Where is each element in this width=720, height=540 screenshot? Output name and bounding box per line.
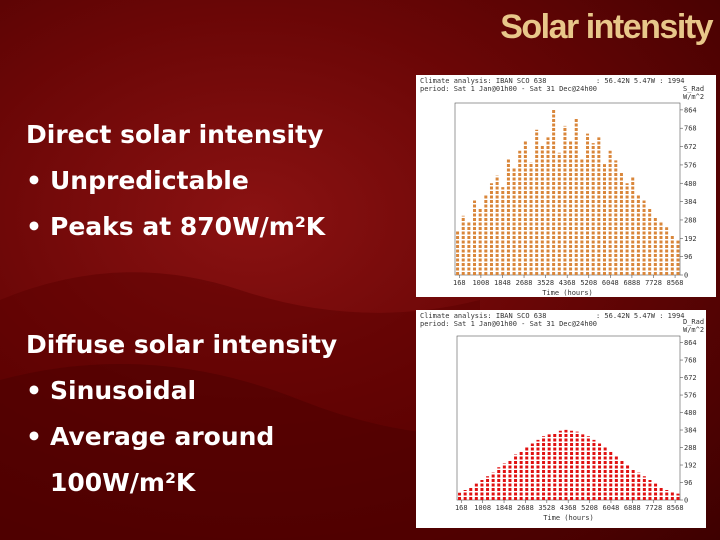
- x-axis-label: Time (hours): [543, 514, 594, 522]
- x-tick-label: 8568: [667, 279, 684, 287]
- y-tick-label: 384: [684, 198, 697, 206]
- chart-header: Climate analysis: IBAN SCO 638: [420, 77, 546, 85]
- x-tick-label: 1848: [494, 279, 511, 287]
- y-tick-label: 384: [684, 427, 697, 435]
- y-tick-label: 672: [684, 143, 697, 151]
- chart-header: : 56.42N 5.47W : 1994: [596, 77, 685, 85]
- plot-frame: [456, 335, 681, 501]
- chart-header: period: Sat 1 Jan@01h00 - Sat 31 Dec@24h…: [420, 320, 597, 328]
- text-group: Direct solar intensity Unpredictable Pea…: [26, 112, 340, 250]
- y-tick-label: 96: [684, 253, 692, 261]
- x-tick-label: 7728: [645, 279, 662, 287]
- heading: Diffuse solar intensity: [26, 330, 338, 359]
- x-tick-label: 1008: [472, 279, 489, 287]
- x-tick-label: 5208: [580, 279, 597, 287]
- chart-header: Climate analysis: IBAN SCO 638: [420, 312, 546, 320]
- y-axis-label: D_Rad: [683, 318, 704, 326]
- x-tick-label: 3528: [537, 279, 554, 287]
- bullet: Sinusoidal: [26, 368, 340, 414]
- x-axis-label: Time (hours): [542, 289, 593, 297]
- x-tick-label: 168: [453, 279, 466, 287]
- y-tick-label: 672: [684, 374, 697, 382]
- heading: Direct solar intensity: [26, 120, 324, 149]
- chart-background: [416, 310, 706, 528]
- y-tick-label: 864: [684, 106, 697, 114]
- x-tick-label: 4368: [560, 504, 577, 512]
- x-tick-label: 5208: [581, 504, 598, 512]
- x-tick-label: 7728: [645, 504, 662, 512]
- x-tick-label: 6888: [624, 504, 641, 512]
- x-tick-label: 1008: [474, 504, 491, 512]
- x-tick-label: 2688: [517, 504, 534, 512]
- y-tick-label: 96: [684, 479, 692, 487]
- y-tick-label: 192: [684, 462, 697, 470]
- y-tick-label: 0: [684, 272, 688, 280]
- y-axis-label: W/m^2: [683, 93, 704, 101]
- x-tick-label: 6888: [623, 279, 640, 287]
- y-tick-label: 192: [684, 235, 697, 243]
- text-group: Diffuse solar intensity Sinusoidal Avera…: [26, 322, 340, 506]
- bullet: Unpredictable: [26, 158, 340, 204]
- x-tick-label: 168: [455, 504, 468, 512]
- y-tick-label: 768: [684, 357, 697, 365]
- y-tick-label: 768: [684, 125, 697, 133]
- plot-frame: [454, 102, 681, 276]
- y-tick-label: 480: [684, 409, 697, 417]
- bullet: Average around 100W/m²K: [26, 414, 340, 506]
- x-tick-label: 8568: [667, 504, 684, 512]
- x-tick-label: 6048: [602, 279, 619, 287]
- y-tick-label: 0: [684, 497, 688, 505]
- y-tick-label: 576: [684, 392, 697, 400]
- x-tick-label: 1848: [496, 504, 513, 512]
- slide-title: Solar intensity: [500, 8, 713, 46]
- x-tick-label: 2688: [516, 279, 533, 287]
- chart-header: period: Sat 1 Jan@01h00 - Sat 31 Dec@24h…: [420, 85, 597, 93]
- x-tick-label: 6048: [603, 504, 620, 512]
- x-tick-label: 4368: [559, 279, 576, 287]
- y-tick-label: 288: [684, 444, 697, 452]
- y-tick-label: 864: [684, 339, 697, 347]
- y-axis-label: W/m^2: [683, 326, 704, 334]
- bullet: Peaks at 870W/m²K: [26, 204, 340, 250]
- x-tick-label: 3528: [538, 504, 555, 512]
- y-tick-label: 480: [684, 180, 697, 188]
- y-axis-label: S_Rad: [683, 85, 704, 93]
- chart-header: : 56.42N 5.47W : 1994: [596, 312, 685, 320]
- y-tick-label: 576: [684, 161, 697, 169]
- y-tick-label: 288: [684, 216, 697, 224]
